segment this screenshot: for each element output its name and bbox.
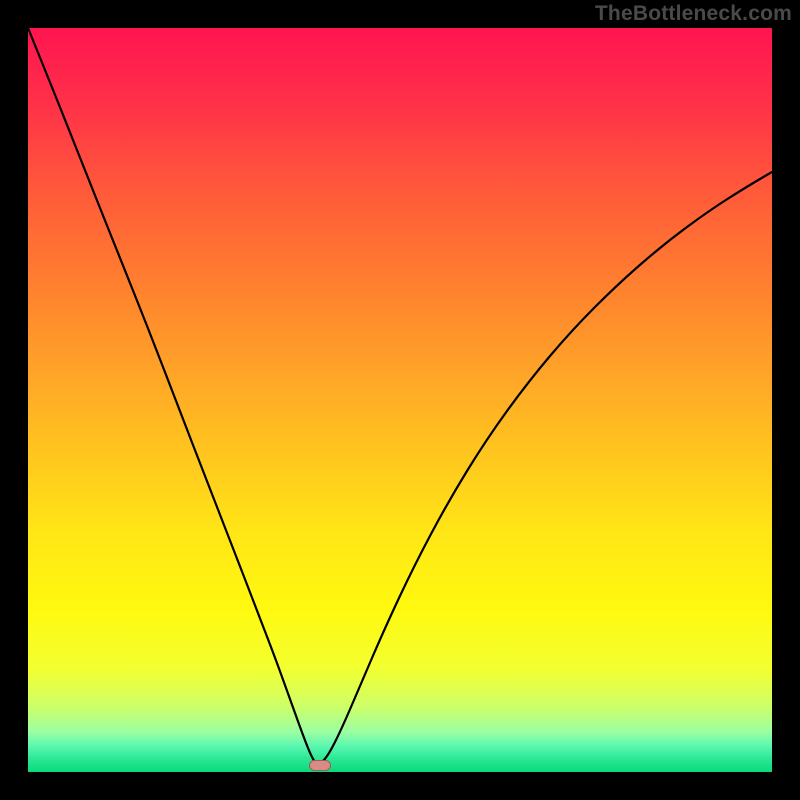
plot-area: [28, 28, 772, 772]
curve-right-branch: [318, 172, 772, 766]
curve-left-branch: [28, 28, 318, 766]
optimal-point-marker: [309, 760, 331, 771]
chart-frame: TheBottleneck.com: [0, 0, 800, 800]
bottleneck-curve: [28, 28, 772, 772]
watermark-text: TheBottleneck.com: [595, 2, 792, 26]
